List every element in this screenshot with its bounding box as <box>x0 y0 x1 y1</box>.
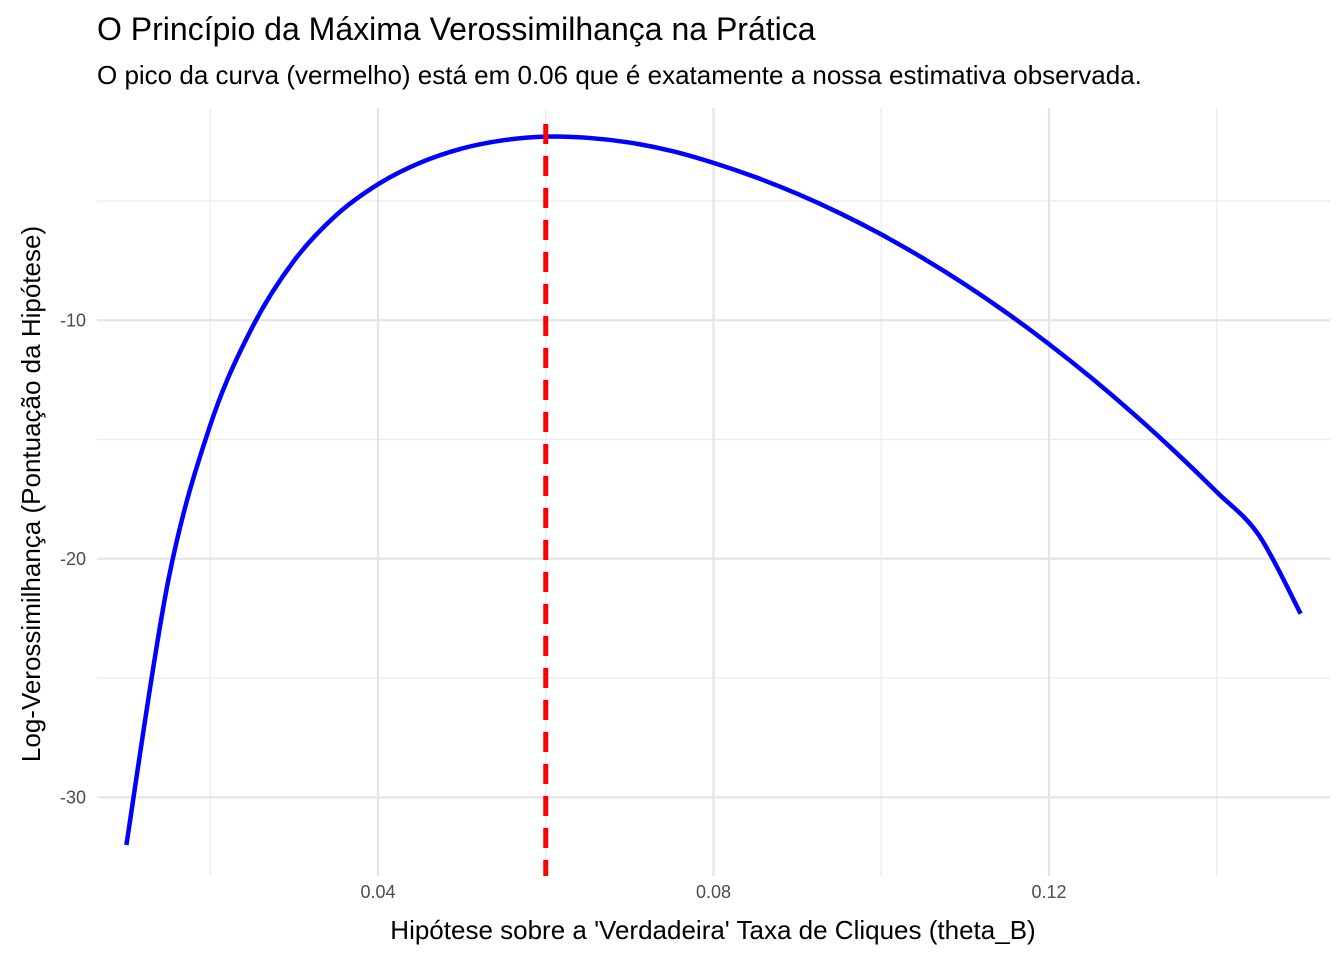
chart-title: O Princípio da Máxima Verossimilhança na… <box>97 11 816 47</box>
x-axis-ticks: 0.04 0.08 0.12 <box>360 882 1066 902</box>
likelihood-curve <box>124 134 1303 846</box>
grid-major <box>97 108 1330 876</box>
y-axis-title: Log-Verossimilhança (Pontuação da Hipóte… <box>16 226 46 762</box>
x-tick-label-2: 0.12 <box>1031 882 1066 902</box>
chart-subtitle: O pico da curva (vermelho) está em 0.06 … <box>97 60 1142 90</box>
y-axis-ticks: -30 -20 -10 <box>60 310 86 807</box>
plot-panel <box>97 108 1330 876</box>
y-tick-label-2: -10 <box>60 310 86 330</box>
y-tick-label-0: -30 <box>60 787 86 807</box>
x-tick-label-0: 0.04 <box>360 882 395 902</box>
x-axis-title: Hipótese sobre a 'Verdadeira' Taxa de Cl… <box>390 915 1035 945</box>
x-tick-label-1: 0.08 <box>696 882 731 902</box>
y-tick-label-1: -20 <box>60 549 86 569</box>
